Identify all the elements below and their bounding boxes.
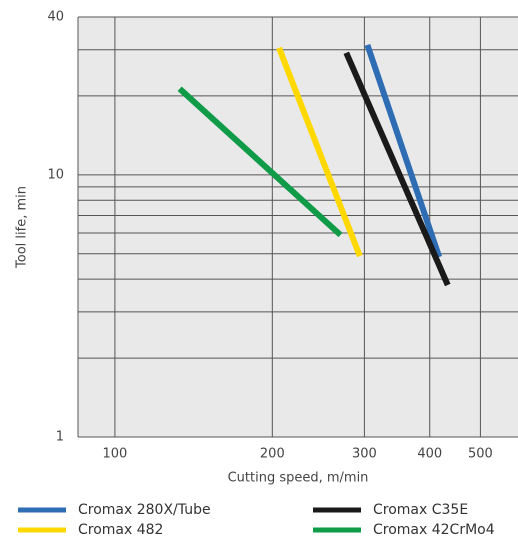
series-line bbox=[364, 43, 443, 258]
series-line bbox=[276, 46, 363, 258]
y-tick-label: 10 bbox=[47, 167, 64, 182]
legend-label: Cromax 42CrMo4 bbox=[373, 522, 495, 538]
x-tick-label: 300 bbox=[352, 447, 377, 462]
plot-area bbox=[78, 17, 518, 437]
x-tick-label: 100 bbox=[102, 447, 127, 462]
series-line bbox=[343, 51, 451, 287]
x-axis-label: Cutting speed, m/min bbox=[228, 471, 369, 486]
series-line bbox=[177, 86, 343, 238]
x-tick-label: 400 bbox=[417, 447, 442, 462]
legend: Cromax 280X/Tube Cromax C35E Cromax 482 Cro… bbox=[18, 502, 495, 538]
legend-label: Cromax 482 bbox=[78, 522, 163, 538]
y-axis-label: Tool life, min bbox=[15, 186, 30, 269]
x-tick-label: 500 bbox=[468, 447, 493, 462]
legend-label: Cromax 280X/Tube bbox=[78, 502, 211, 518]
x-tick-label: 200 bbox=[260, 447, 285, 462]
y-tick-label: 1 bbox=[56, 430, 64, 445]
y-tick-label: 40 bbox=[47, 10, 64, 25]
legend-label: Cromax C35E bbox=[373, 502, 468, 518]
